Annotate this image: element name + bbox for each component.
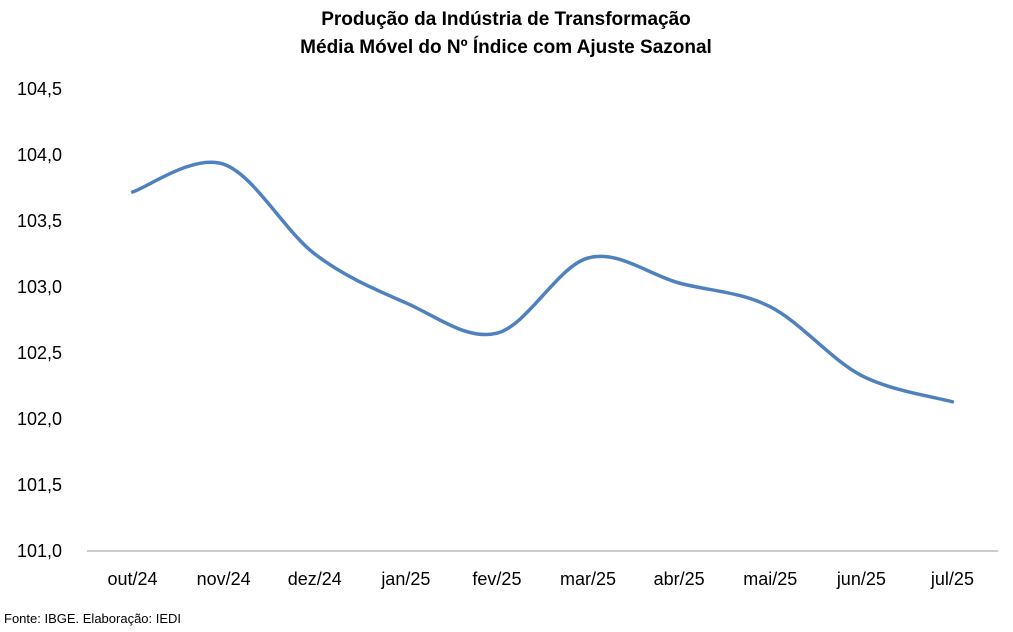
x-tick-label: jul/25 xyxy=(930,569,974,589)
chart-subtitle: Média Móvel do Nº Índice com Ajuste Sazo… xyxy=(300,36,712,58)
x-tick-label: nov/24 xyxy=(197,569,251,589)
chart-title: Produção da Indústria de Transformação xyxy=(321,9,691,30)
x-tick-label: mar/25 xyxy=(560,569,616,589)
y-tick-label: 101,0 xyxy=(17,541,62,561)
source-note: Fonte: IBGE. Elaboração: IEDI xyxy=(4,611,182,626)
x-tick-label: dez/24 xyxy=(288,569,342,589)
y-tick-label: 101,5 xyxy=(17,475,62,495)
x-axis-tick-labels: out/24 nov/24 dez/24 jan/25 fev/25 mar/25 abr/… xyxy=(108,569,974,589)
x-tick-label: fev/25 xyxy=(472,569,521,589)
series-line xyxy=(130,160,955,404)
x-tick-label: mai/25 xyxy=(743,569,797,589)
y-tick-label: 104,0 xyxy=(17,145,62,165)
y-tick-label: 102,5 xyxy=(17,343,62,363)
x-tick-label: jan/25 xyxy=(380,569,430,589)
x-tick-label: out/24 xyxy=(108,569,158,589)
y-tick-label: 103,5 xyxy=(17,211,62,231)
y-tick-label: 103,0 xyxy=(17,277,62,297)
x-tick-label: jun/25 xyxy=(836,569,886,589)
y-axis-tick-labels: 101,0 101,5 102,0 102,5 103,0 103,5 104,0 104,5 xyxy=(17,79,62,561)
x-tick-label: abr/25 xyxy=(654,569,705,589)
y-tick-label: 102,0 xyxy=(17,409,62,429)
y-tick-label: 104,5 xyxy=(17,79,62,99)
